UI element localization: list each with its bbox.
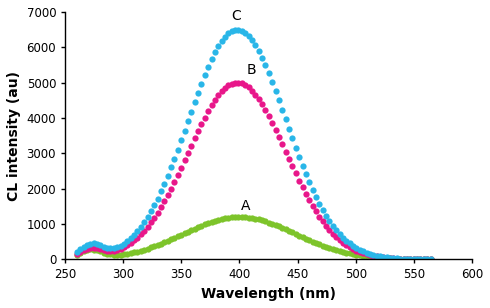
Text: A: A (241, 199, 250, 213)
Y-axis label: CL intensity (au): CL intensity (au) (7, 71, 21, 201)
X-axis label: Wavelength (nm): Wavelength (nm) (201, 287, 336, 301)
Text: B: B (246, 63, 256, 77)
Text: C: C (231, 9, 241, 23)
